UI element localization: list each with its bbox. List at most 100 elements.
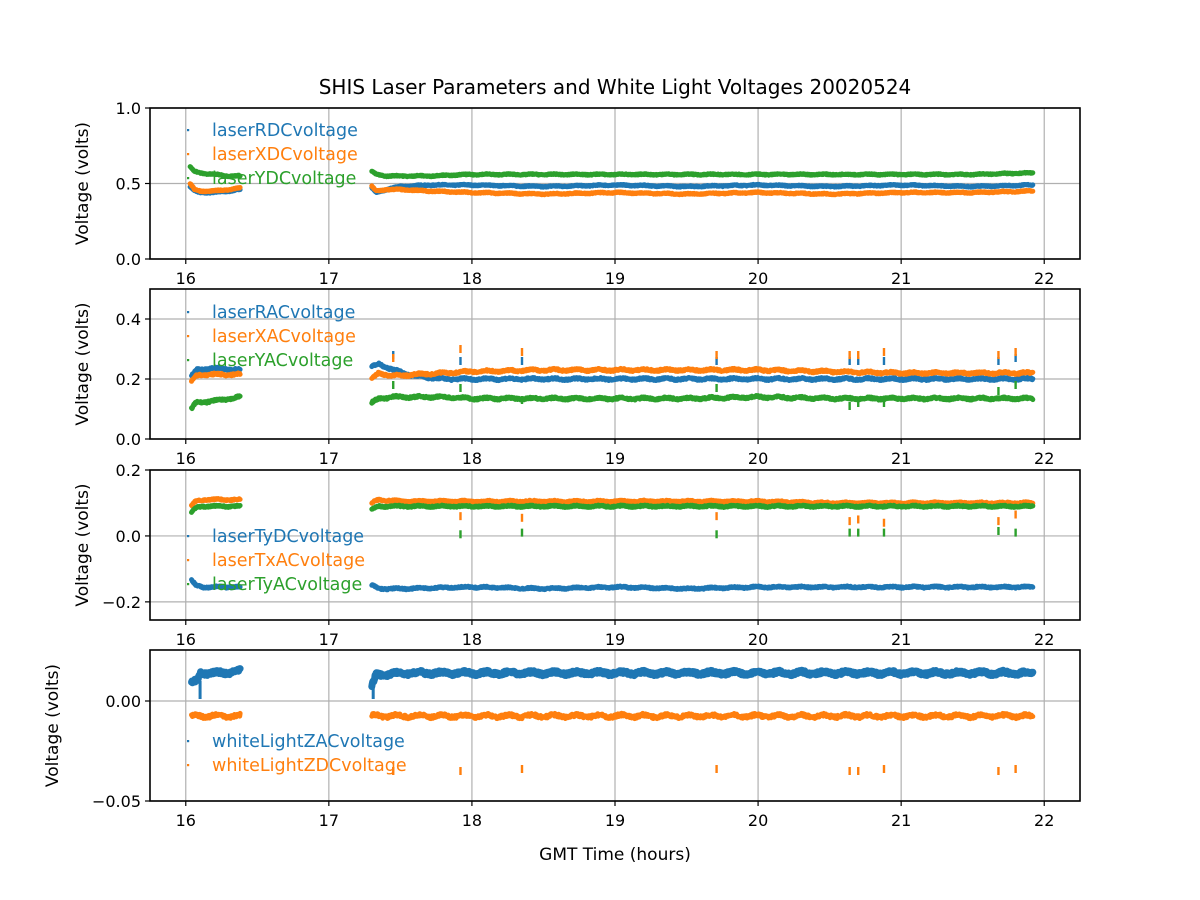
x-tick-label: 21 — [891, 630, 911, 649]
subplot-3: 16 17 18 19 20 21 22 −0.2 0.0 0.2 Voltage (volts) l… — [73, 461, 1081, 649]
legend-label: laserYDCvoltage — [212, 169, 356, 189]
x-tick-label: 16 — [176, 630, 196, 649]
y-tick-label: 0.0 — [116, 250, 141, 269]
series-trace — [369, 183, 1036, 198]
data-point — [459, 384, 462, 392]
y-tick-label: 0.2 — [116, 461, 141, 480]
series-trace — [369, 181, 1036, 195]
data-point — [997, 351, 1000, 359]
legend-marker — [187, 153, 190, 156]
legend-label: laserXACvoltage — [212, 327, 356, 347]
x-tick-label: 21 — [891, 811, 911, 830]
series-whiteLightZDCvoltage — [189, 710, 1036, 775]
data-point — [882, 348, 886, 356]
x-tick-label: 16 — [176, 449, 196, 468]
legend-label: laserTyACvoltage — [212, 575, 362, 595]
series-trace — [369, 582, 1036, 593]
subplot-1: 16 17 18 19 20 21 22 0.0 0.5 1.0 Voltage (volts) la… — [73, 99, 1081, 288]
series-trace — [369, 710, 1036, 722]
x-tick-label: 22 — [1034, 449, 1054, 468]
legend-marker — [187, 359, 190, 362]
legend-marker — [187, 583, 190, 586]
data-point — [882, 518, 886, 527]
x-tick-label: 20 — [748, 811, 768, 830]
y-tick-label: 0.5 — [116, 175, 141, 194]
x-tick-label: 17 — [319, 811, 339, 830]
data-point — [848, 767, 851, 775]
data-point — [1014, 354, 1017, 362]
x-tick-label: 20 — [748, 630, 768, 649]
x-tick-label: 17 — [319, 269, 339, 288]
data-point — [857, 351, 860, 359]
data-point — [848, 517, 851, 526]
series-laserXDCvoltage — [187, 181, 1036, 198]
x-tick-label: 19 — [605, 449, 625, 468]
data-point — [520, 357, 524, 365]
data-point — [848, 402, 851, 410]
data-point — [459, 345, 462, 353]
legend-marker — [187, 311, 190, 314]
subplot-2: 16 17 18 19 20 21 22 0.0 0.2 0.4 Voltage (volts) la… — [73, 288, 1081, 468]
y-axis-label: Voltage (volts) — [43, 664, 63, 787]
chart-title: SHIS Laser Parameters and White Light Vo… — [319, 75, 912, 99]
legend-label: laserRDCvoltage — [212, 121, 358, 141]
y-tick-label: 0.2 — [116, 370, 141, 389]
x-tick-label: 19 — [605, 811, 625, 830]
legend: laserRDCvoltage laserXDCvoltage laserYDCvo… — [187, 121, 358, 189]
series-laserTyDCvoltage — [189, 577, 1036, 593]
series-trace — [189, 370, 243, 384]
subplot-4: 16 17 18 19 20 21 22 −0.05 0.00 Voltage (volts) wh… — [43, 649, 1081, 830]
y-axis-label: Voltage (volts) — [73, 483, 93, 606]
data-point — [392, 767, 395, 775]
series-trace — [369, 392, 1036, 406]
series-trace — [369, 360, 1036, 384]
legend-label: whiteLightZDCvoltage — [212, 756, 407, 776]
data-point — [459, 357, 462, 365]
series-trace — [189, 496, 243, 509]
x-tick-label: 18 — [462, 811, 482, 830]
legend-label: whiteLightZACvoltage — [212, 732, 405, 752]
data-point — [848, 351, 851, 359]
y-tick-label: −0.2 — [102, 593, 141, 612]
x-tick-label: 16 — [176, 269, 196, 288]
data-point — [857, 528, 860, 537]
legend-marker — [187, 177, 190, 180]
y-axis-label: Voltage (volts) — [73, 122, 93, 245]
data-point — [1014, 528, 1017, 537]
legend: laserRACvoltage laserXACvoltage laserYACvo… — [187, 303, 356, 371]
y-tick-label: 0.4 — [116, 310, 141, 329]
x-tick-label: 20 — [748, 449, 768, 468]
data-point — [520, 513, 524, 522]
data-point — [882, 528, 886, 537]
data-point — [520, 765, 524, 773]
legend-marker — [187, 535, 190, 538]
series-trace — [189, 710, 243, 721]
x-tick-label: 22 — [1034, 269, 1054, 288]
series-trace — [189, 577, 243, 591]
data-point — [882, 399, 886, 407]
data-point — [997, 767, 1000, 775]
data-point — [882, 357, 886, 365]
series-laserYACvoltage — [189, 381, 1036, 412]
data-point — [715, 530, 718, 539]
legend-label: laserRACvoltage — [212, 303, 355, 323]
x-tick-label: 16 — [176, 811, 196, 830]
series-trace — [369, 496, 1036, 507]
data-point — [997, 357, 1000, 365]
x-tick-label: 18 — [462, 630, 482, 649]
x-tick-label: 18 — [462, 269, 482, 288]
data-point — [715, 351, 718, 359]
series-trace — [369, 502, 1036, 512]
legend-label: laserXDCvoltage — [212, 145, 358, 165]
x-tick-label: 21 — [891, 449, 911, 468]
data-point — [459, 767, 462, 775]
y-tick-label: 0.0 — [116, 430, 141, 449]
data-point — [715, 512, 718, 521]
data-point — [1014, 348, 1017, 356]
series-trace — [369, 365, 1036, 381]
legend-label: laserTyDCvoltage — [212, 527, 364, 547]
series-trace — [189, 502, 243, 515]
x-axis-label: GMT Time (hours) — [539, 845, 691, 865]
legend-marker — [187, 764, 190, 767]
y-tick-label: 0.0 — [116, 527, 141, 546]
